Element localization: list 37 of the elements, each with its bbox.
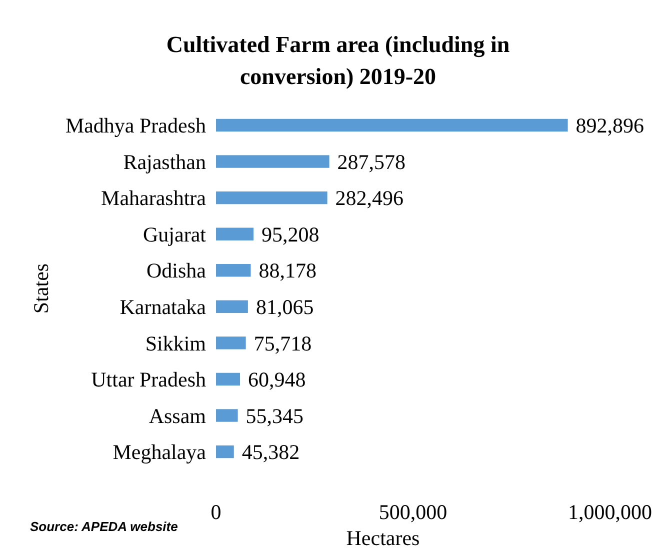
x-tick-label: 500,000 bbox=[378, 500, 448, 524]
bar bbox=[216, 336, 246, 350]
data-label: 81,065 bbox=[256, 294, 314, 319]
y-tick-label: Sikkim bbox=[145, 331, 206, 356]
data-label: 282,496 bbox=[335, 186, 404, 210]
bar bbox=[216, 300, 248, 313]
y-tick-label: Meghalaya bbox=[112, 440, 207, 464]
x-tick-label: 1,000,000 bbox=[568, 500, 652, 524]
bar bbox=[216, 409, 238, 422]
data-label: 45,382 bbox=[242, 440, 300, 464]
y-axis-title: States bbox=[29, 263, 53, 314]
y-tick-label: Odisha bbox=[146, 258, 207, 283]
y-tick-label: Gujarat bbox=[143, 222, 206, 246]
chart-title: Cultivated Farm area (including in conversion) 2019-20 bbox=[166, 32, 510, 89]
source-note: Source: APEDA website bbox=[30, 519, 178, 534]
bar bbox=[216, 228, 254, 240]
y-tick-label: Madhya Pradesh bbox=[65, 114, 206, 138]
bar bbox=[216, 372, 240, 386]
bar bbox=[216, 264, 251, 277]
bar bbox=[216, 118, 568, 132]
x-axis-title: Hectares bbox=[346, 526, 420, 549]
bar bbox=[216, 155, 330, 168]
y-tick-label: Maharashtra bbox=[101, 186, 207, 210]
data-label: 287,578 bbox=[337, 150, 406, 174]
bar bbox=[216, 191, 328, 204]
data-label: 60,948 bbox=[248, 368, 306, 392]
y-tick-label: Uttar Pradesh bbox=[91, 368, 206, 392]
data-label: 95,208 bbox=[262, 222, 320, 246]
data-label: 55,345 bbox=[246, 404, 304, 428]
y-tick-label: Karnataka bbox=[120, 294, 207, 319]
bar bbox=[216, 445, 234, 458]
data-label: 892,896 bbox=[576, 114, 644, 138]
data-label: 88,178 bbox=[258, 258, 316, 283]
y-tick-label: Rajasthan bbox=[123, 150, 206, 174]
y-tick-label: Assam bbox=[148, 404, 206, 428]
data-label: 75,718 bbox=[254, 331, 312, 356]
x-tick-label: 0 bbox=[210, 500, 222, 524]
